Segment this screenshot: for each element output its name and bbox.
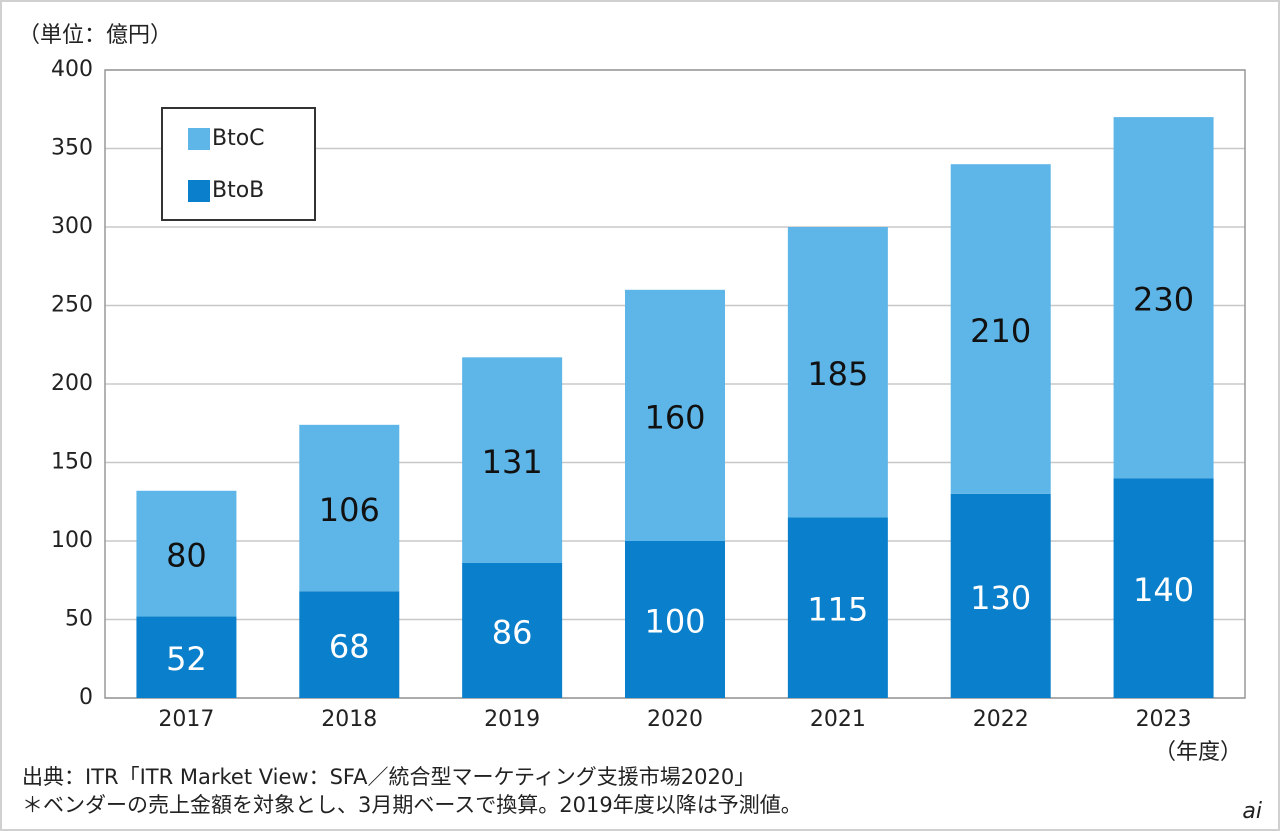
legend-label: BtoB (212, 178, 264, 203)
y-tick-label: 0 (79, 685, 93, 710)
bar-segment (950, 493, 1051, 698)
x-tick-label: 2023 (1136, 707, 1192, 732)
value-label: 185 (807, 355, 868, 393)
legend-box (161, 107, 316, 221)
y-tick-label: 100 (51, 528, 93, 553)
y-tick-label: 250 (51, 293, 93, 318)
bar-segment (462, 562, 563, 698)
bar-segment (136, 616, 237, 698)
x-tick-label: 2020 (647, 707, 703, 732)
value-label: 115 (807, 591, 868, 629)
y-tick-label: 50 (65, 607, 93, 632)
bar-segment (1113, 478, 1214, 698)
bar-segment (462, 357, 563, 563)
legend-swatch (188, 128, 210, 150)
y-tick-label: 150 (51, 450, 93, 475)
y-tick-label: 200 (51, 371, 93, 396)
bar-segment (950, 164, 1051, 494)
bar-segment (787, 517, 888, 698)
bar-segment (787, 227, 888, 518)
footnote: ＊ベンダーの売上金額を対象とし、3月期ベースで換算。2019年度以降は予測値。 (22, 793, 802, 817)
source-note: 出典：ITR「ITR Market View：SFA／統合型マーケティング支援市… (22, 765, 755, 789)
value-label: 52 (166, 640, 207, 678)
value-label: 68 (329, 628, 370, 666)
value-label: 131 (482, 443, 543, 481)
bar-segment (299, 591, 400, 698)
value-label: 230 (1133, 281, 1194, 319)
legend-label: BtoC (212, 126, 265, 151)
legend-swatch (188, 180, 210, 202)
value-label: 106 (319, 491, 380, 529)
y-tick-label: 300 (51, 214, 93, 239)
bar-segment (136, 490, 237, 617)
value-label: 100 (644, 603, 705, 641)
value-label: 86 (492, 613, 533, 651)
x-tick-label: 2019 (484, 707, 540, 732)
x-tick-label: 2021 (810, 707, 866, 732)
y-tick-label: 350 (51, 136, 93, 161)
watermark: ai (1242, 799, 1262, 824)
value-label: 160 (644, 398, 705, 436)
value-label: 140 (1133, 571, 1194, 609)
x-tick-label: 2018 (321, 707, 377, 732)
y-tick-label: 400 (51, 57, 93, 82)
bar-segment (625, 541, 725, 698)
value-label: 130 (970, 579, 1031, 617)
bar-segment (299, 424, 400, 592)
bar-segment (625, 289, 725, 541)
value-label: 210 (970, 312, 1031, 350)
value-label: 80 (166, 537, 207, 575)
x-unit-label: （年度） (1154, 740, 1242, 765)
unit-label: （単位：億円） (18, 23, 172, 48)
x-tick-label: 2022 (973, 707, 1029, 732)
bar-segment (1113, 117, 1214, 479)
x-tick-label: 2017 (158, 707, 214, 732)
